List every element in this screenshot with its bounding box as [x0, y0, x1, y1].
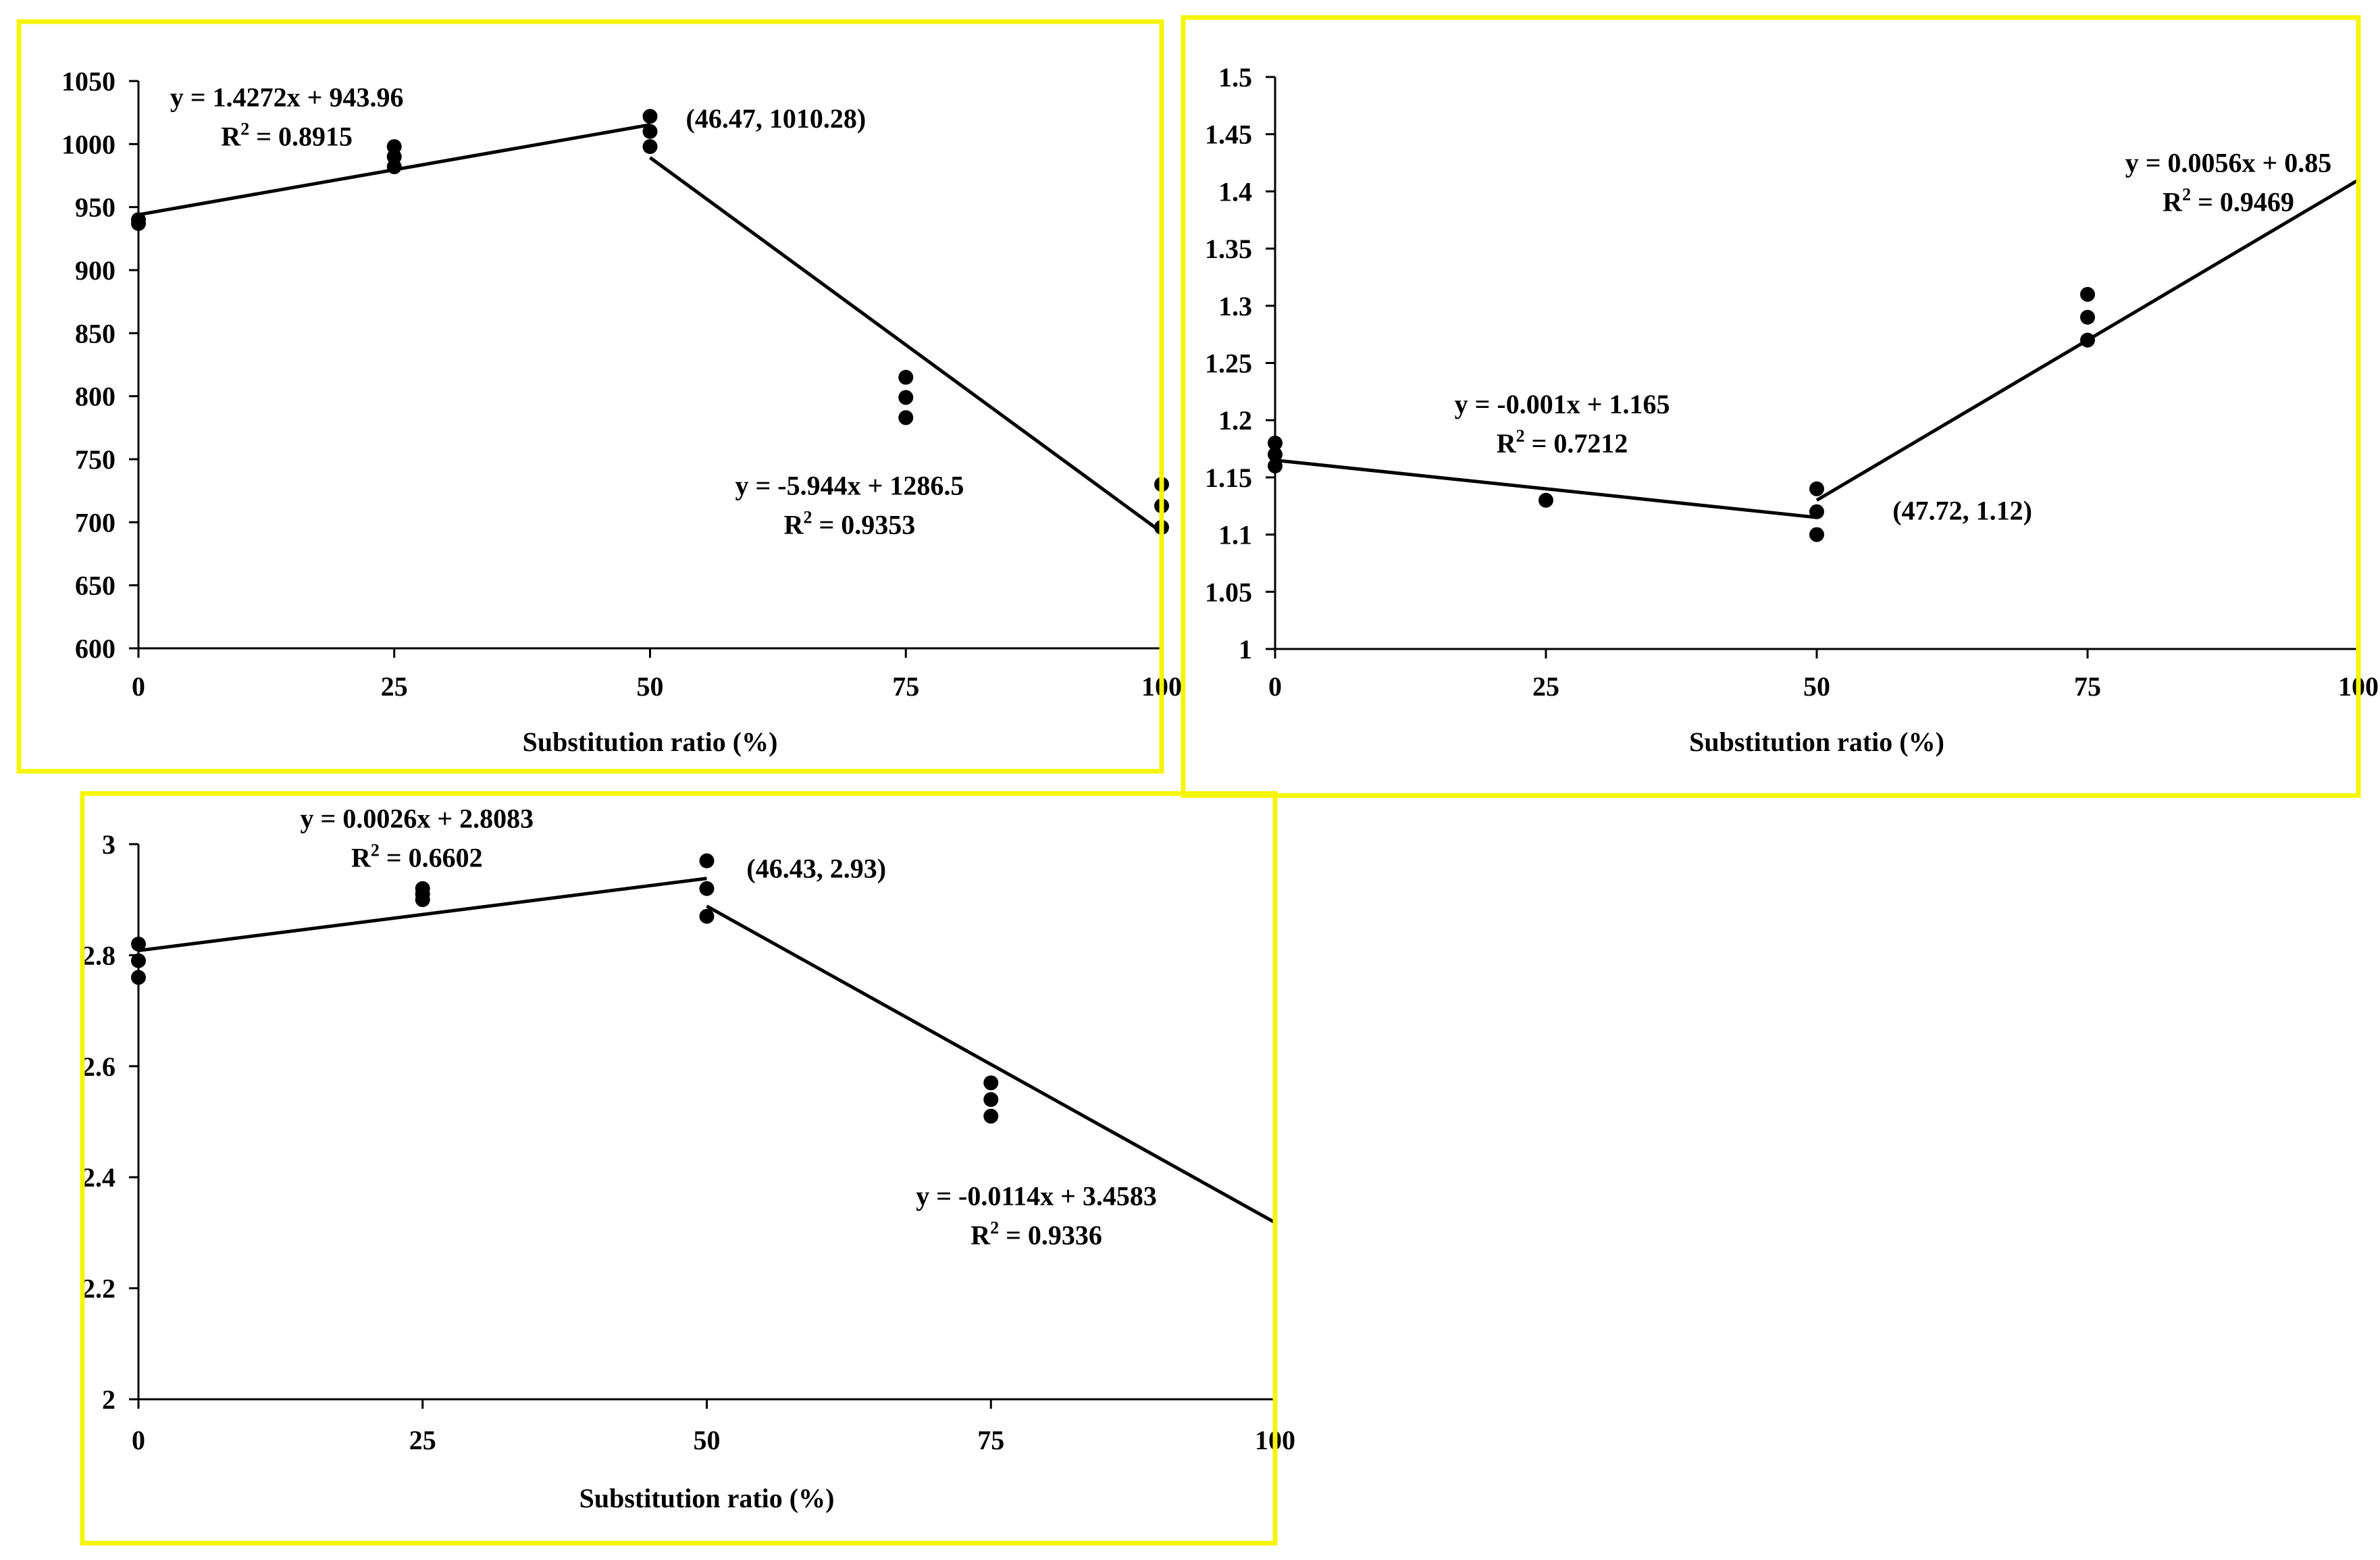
y-tick-label: 1.4 [1218, 176, 1252, 207]
data-point [898, 390, 914, 405]
y-tick-label: 600 [75, 633, 115, 664]
y-tick-label: 1.3 [1218, 291, 1252, 321]
panel-frame [80, 791, 1278, 1546]
y-tick-label: 850 [75, 318, 115, 348]
y-tick-label: 1.05 [1205, 577, 1252, 607]
data-point [1809, 481, 1824, 496]
data-point [898, 410, 914, 425]
x-tick-label: 50 [1803, 671, 1830, 702]
y-tick-label: 650 [75, 571, 115, 601]
regression-equation: y = 0.0056x + 0.85 [2125, 148, 2332, 178]
data-point [699, 908, 715, 924]
y-tick-label: 1.35 [1205, 234, 1252, 264]
data-point [1268, 458, 1283, 473]
y-tick-label: 800 [75, 382, 115, 412]
y-tick-label: 700 [75, 507, 115, 538]
y-tick-label: 1.15 [1205, 463, 1252, 493]
y-tick-label: 1.5 [1218, 62, 1252, 93]
r-squared-label: R2 = 0.9336 [971, 1218, 1102, 1250]
y-tick-label: 1.1 [1218, 520, 1252, 550]
data-point [2080, 309, 2095, 325]
r-squared-label: R2 = 0.6602 [351, 840, 483, 873]
y-tick-label: 2 [102, 1384, 115, 1415]
r-squared-label: R2 = 0.8915 [221, 119, 353, 151]
x-tick-label: 25 [409, 1425, 436, 1455]
data-point [1809, 527, 1824, 542]
x-tick-label: 0 [132, 671, 145, 702]
x-axis-label: Substitution ratio (%) [523, 727, 778, 757]
regression-equation: y = -0.0114x + 3.4583 [916, 1180, 1157, 1211]
data-point [1809, 504, 1824, 519]
r-squared-label: R2 = 0.9469 [2163, 185, 2294, 217]
data-point [131, 215, 146, 231]
data-point [1538, 492, 1553, 508]
y-tick-label: 950 [75, 192, 115, 223]
chart-panel-2: 1 1.05 1.1 1.15 1.2 1.25 1.3 1.35 1.4 1.45 1.5 0 25 5… [1181, 15, 2379, 798]
x-tick-label: 50 [637, 671, 664, 702]
data-point [131, 953, 146, 968]
x-tick-label: 75 [2074, 671, 2101, 702]
y-tick-label: 1050 [61, 66, 115, 97]
y-tick-label: 750 [75, 444, 115, 475]
x-tick-label: 0 [1268, 671, 1282, 702]
data-point [983, 1108, 999, 1124]
intersection-point-label: (46.43, 2.93) [746, 853, 886, 883]
data-point [131, 936, 146, 952]
r-squared-label: R2 = 0.7212 [1497, 426, 1628, 459]
data-point [642, 124, 658, 139]
x-tick-label: 75 [892, 671, 919, 702]
y-tick-label: 2.6 [82, 1051, 115, 1082]
intersection-point-label: (46.47, 1010.28) [686, 103, 866, 134]
panel-frame [1181, 15, 2361, 798]
fit-line-1 [1274, 459, 1817, 519]
regression-equation: y = 0.0026x + 2.8083 [301, 803, 534, 833]
data-point [2080, 332, 2095, 348]
y-tick-label: 1000 [61, 129, 115, 159]
intersection-point-label: (47.72, 1.12) [1892, 496, 2032, 526]
data-point [642, 139, 658, 155]
data-point [131, 970, 146, 985]
y-tick-label: 3 [102, 829, 115, 860]
x-tick-label: 25 [381, 671, 408, 702]
y-tick-label: 900 [75, 255, 115, 286]
regression-equation: y = -5.944x + 1286.5 [735, 470, 964, 500]
data-point [699, 881, 715, 896]
fit-line-1 [138, 877, 707, 953]
data-point [2080, 286, 2095, 302]
y-tick-label: 1.2 [1218, 405, 1252, 436]
y-tick-label: 1 [1239, 634, 1252, 665]
panel-frame [16, 19, 1164, 774]
data-point [415, 892, 430, 908]
data-point [983, 1075, 999, 1091]
regression-equation: y = -0.001x + 1.165 [1455, 389, 1670, 419]
x-tick-label: 75 [977, 1425, 1004, 1455]
data-point [386, 159, 402, 174]
data-point [1268, 436, 1283, 451]
x-tick-label: 0 [132, 1425, 145, 1455]
regression-equation: y = 1.4272x + 943.96 [170, 82, 404, 112]
y-tick-label: 1.25 [1205, 348, 1252, 379]
y-tick-label: 2.8 [82, 940, 115, 970]
data-point [699, 853, 715, 868]
y-tick-label: 2.4 [82, 1162, 115, 1193]
fit-line-2 [706, 904, 1274, 1224]
x-tick-label: 50 [694, 1425, 721, 1455]
y-tick-label: 1.45 [1205, 120, 1252, 150]
data-point [983, 1092, 999, 1108]
data-point [1268, 447, 1283, 463]
fit-line-2 [649, 156, 1160, 534]
x-tick-label: 25 [1532, 671, 1559, 702]
x-axis-label: Substitution ratio (%) [579, 1483, 835, 1513]
y-tick-label: 2.2 [82, 1274, 115, 1304]
data-point [898, 369, 914, 385]
x-axis-label: Substitution ratio (%) [1689, 727, 1944, 757]
data-point [642, 109, 658, 124]
r-squared-label: R2 = 0.9353 [784, 507, 916, 540]
